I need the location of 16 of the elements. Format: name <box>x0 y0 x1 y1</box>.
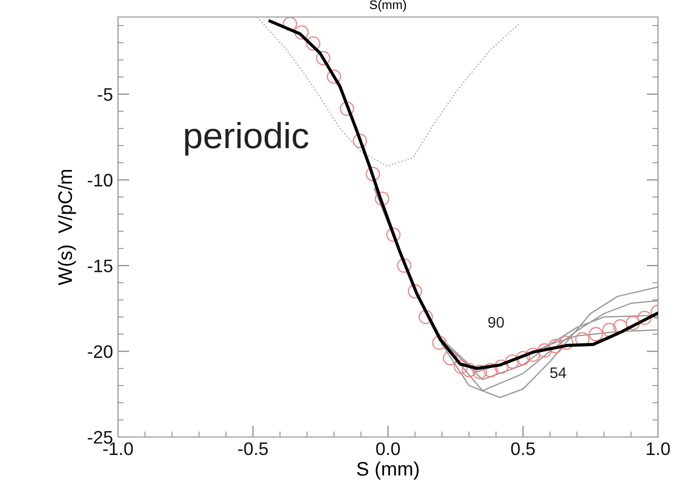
x-axis-title: S (mm) <box>357 461 419 480</box>
y-axis-title: W(s) V/pC/m <box>58 170 76 286</box>
x-tick-label: 0.0 <box>376 442 400 456</box>
x-tick-label: 1.0 <box>646 442 670 456</box>
annotation: periodic <box>185 122 308 156</box>
x-tick-label: -0.5 <box>238 442 268 456</box>
y-tick-label: -15 <box>88 260 112 272</box>
text: S(mm) <box>370 0 406 12</box>
annotation: 90 <box>488 316 504 328</box>
y-tick-label: -20 <box>88 345 112 358</box>
y-tick-label: -5 <box>98 88 112 101</box>
annotation: 54 <box>550 367 566 378</box>
x-tick-label: -1.0 <box>103 442 133 456</box>
x-tick-label: 0.5 <box>511 442 535 456</box>
y-tick-label: -10 <box>88 174 112 187</box>
y-tick-label: -25 <box>88 430 112 444</box>
